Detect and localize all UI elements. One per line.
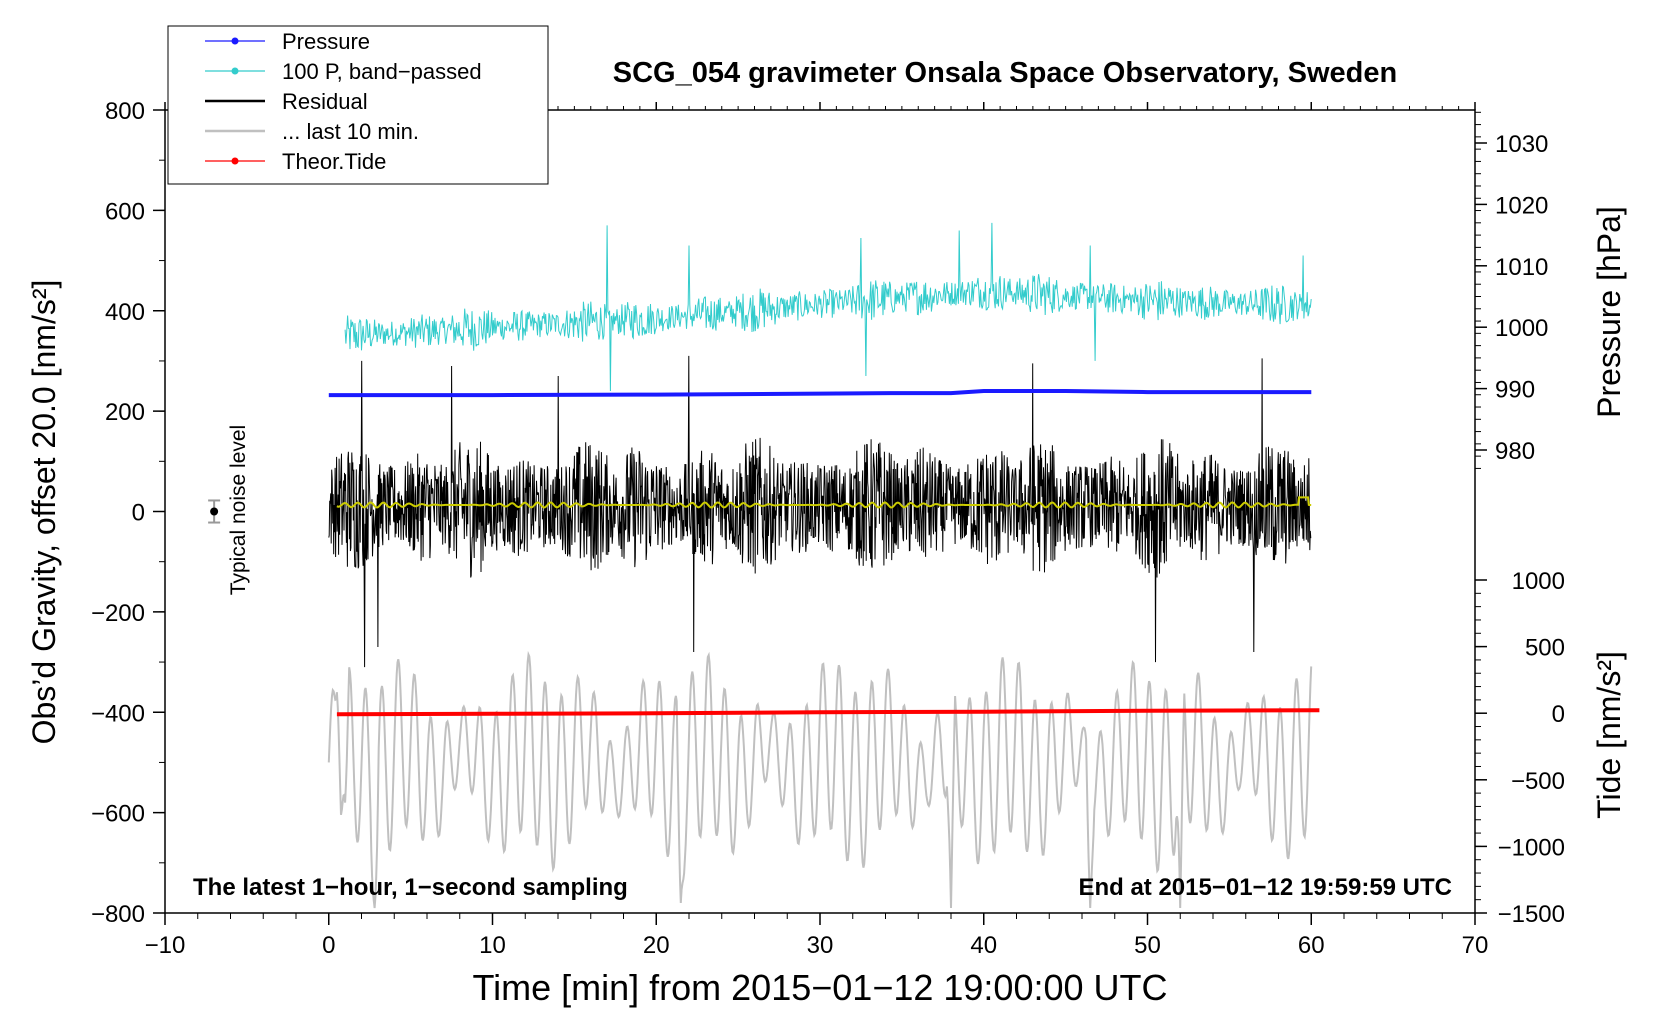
- y-tick-label: −200: [91, 600, 145, 627]
- x-tick-label: 10: [479, 932, 506, 959]
- pressure-tick-label: 1020: [1495, 192, 1548, 219]
- series-yellow-trace: [336, 496, 1312, 509]
- x-axis: −10 0 10 20 30 40 50 60 70: [145, 102, 1489, 959]
- y-tick-label: −400: [91, 700, 145, 727]
- noise-point: [210, 507, 219, 516]
- pressure-tick-label: 1000: [1495, 315, 1548, 342]
- pressure-tick-label: 1010: [1495, 254, 1548, 281]
- x-tick-label: 60: [1298, 932, 1325, 959]
- legend-box: [167, 25, 549, 185]
- tide-tick-label: −500: [1511, 768, 1565, 795]
- chart-title: SCG_054 gravimeter Onsala Space Observat…: [613, 57, 1397, 89]
- series-theor-tide: [336, 708, 1320, 717]
- x-tick-label: −10: [145, 932, 186, 959]
- legend-marker: [231, 67, 239, 75]
- series-last-10-min: [327, 650, 1313, 909]
- x-tick-label: 40: [970, 932, 997, 959]
- y-tick-label: 0: [132, 500, 145, 527]
- y-axis-label-tide: Tide [nm/s²]: [1591, 651, 1627, 819]
- legend-label: Residual: [282, 89, 368, 114]
- y-tick-label: 200: [105, 399, 145, 426]
- legend-marker: [231, 37, 239, 45]
- pressure-tick-label: 980: [1495, 438, 1535, 465]
- noise-level-marker: [208, 499, 221, 524]
- tide-tick-label: 0: [1552, 701, 1565, 728]
- legend-marker: [231, 157, 239, 165]
- tide-tick-label: −1000: [1498, 834, 1565, 861]
- y-axis-left: 800 600 400 200 0 −200 −400 −600 −800: [91, 98, 165, 928]
- tide-tick-label: −1500: [1498, 901, 1565, 928]
- y-tick-label: −800: [91, 901, 145, 928]
- pressure-tick-label: 990: [1495, 377, 1535, 404]
- annotation-end-time: End at 2015−01−12 19:59:59 UTC: [1078, 874, 1452, 901]
- legend-label: Theor.Tide: [282, 149, 386, 174]
- tide-tick-label: 1000: [1512, 568, 1565, 595]
- legend-label: Pressure: [282, 29, 370, 54]
- y-axis-label-left: Obs’d Gravity, offset 20.0 [nm/s²]: [26, 280, 62, 745]
- legend-label: ... last 10 min.: [282, 119, 419, 144]
- series-100p-bandpassed: [344, 222, 1312, 392]
- pressure-tick-label: 1030: [1495, 131, 1548, 158]
- legend: Pressure 100 P, band−passed Residual ... la…: [167, 25, 549, 185]
- noise-level-label: Typical noise level: [227, 425, 250, 595]
- x-tick-label: 20: [643, 932, 670, 959]
- tide-tick-label: 500: [1525, 635, 1565, 662]
- series-layer: [327, 222, 1320, 909]
- y-tick-label: 800: [105, 98, 145, 125]
- x-tick-label: 50: [1134, 932, 1161, 959]
- y-tick-label: 400: [105, 299, 145, 326]
- annotation-sampling: The latest 1−hour, 1−second sampling: [193, 874, 628, 901]
- x-tick-label: 70: [1462, 932, 1489, 959]
- series-pressure: [328, 389, 1312, 398]
- y-tick-label: 600: [105, 198, 145, 225]
- x-tick-label: 0: [322, 932, 335, 959]
- y-axis-label-pressure: Pressure [hPa]: [1591, 206, 1627, 418]
- legend-label: 100 P, band−passed: [282, 59, 482, 84]
- y-axis-tide: 1000 500 0 −500 −1000 −1500: [1475, 568, 1565, 928]
- y-tick-label: −600: [91, 801, 145, 828]
- x-axis-label: Time [min] from 2015−01−12 19:00:00 UTC: [472, 967, 1167, 1008]
- series-residual: [328, 355, 1312, 668]
- x-tick-label: 30: [807, 932, 834, 959]
- y-axis-pressure: 1030 1020 1010 1000 990 980: [1475, 111, 1548, 469]
